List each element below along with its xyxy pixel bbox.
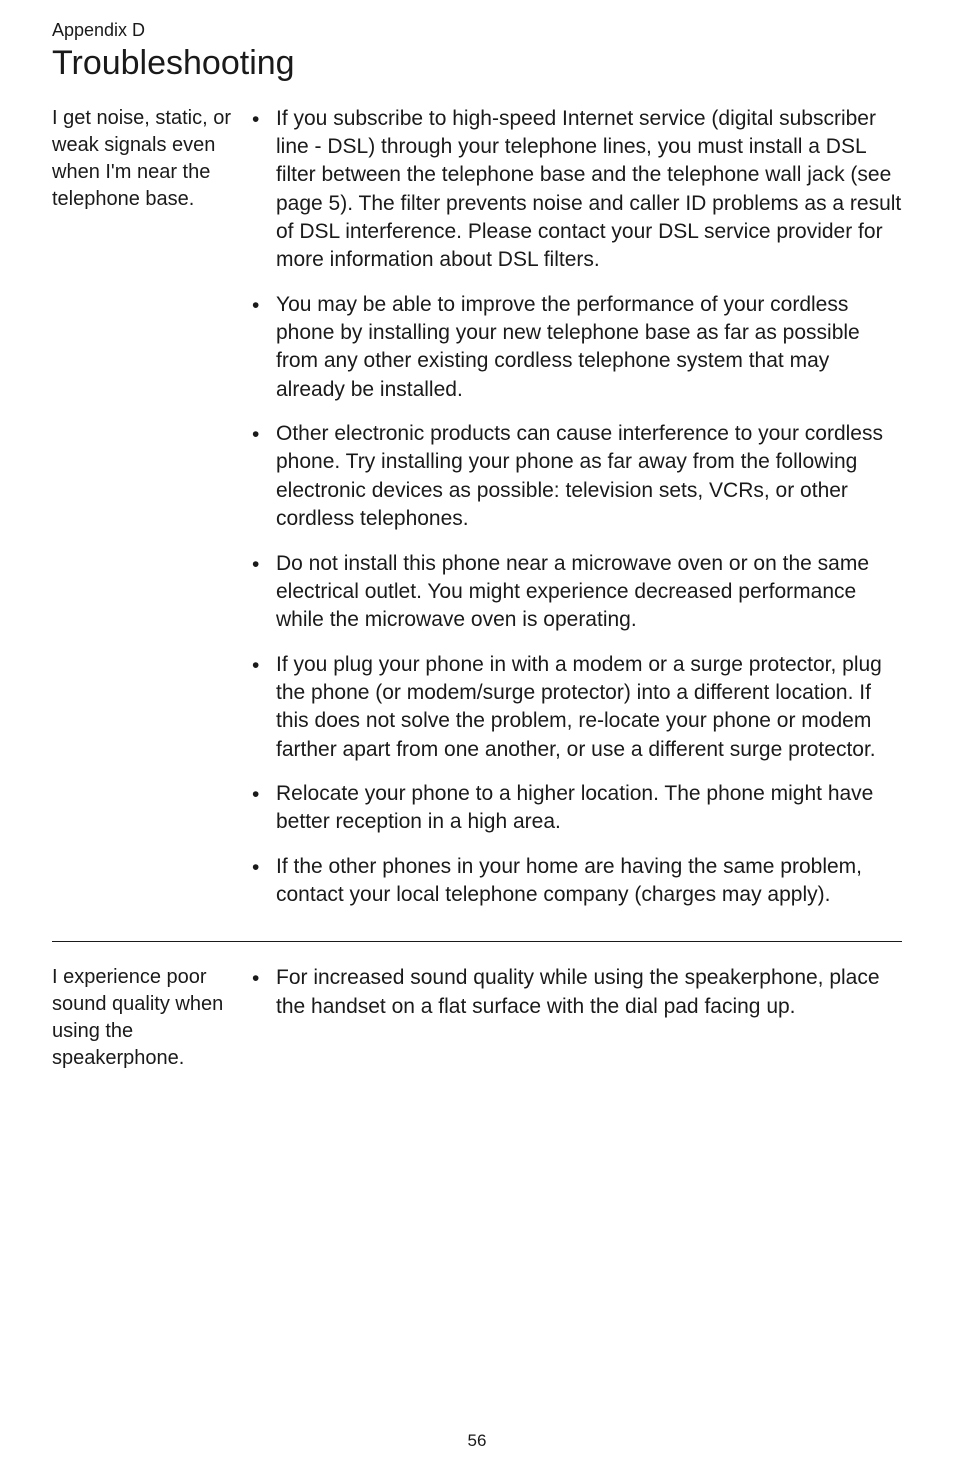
solution-column: •For increased sound quality while using…	[252, 964, 902, 1037]
page-number: 56	[0, 1431, 954, 1451]
list-item: •If the other phones in your home are ha…	[252, 853, 902, 910]
list-item: •Do not install this phone near a microw…	[252, 550, 902, 635]
page: Appendix D Troubleshooting I get noise, …	[0, 0, 954, 1475]
solution-text: For increased sound quality while using …	[276, 964, 902, 1021]
problem-text: I get noise, static, or weak signals eve…	[52, 105, 234, 213]
list-item: •You may be able to improve the performa…	[252, 291, 902, 404]
page-title: Troubleshooting	[52, 44, 902, 83]
list-item: •Relocate your phone to a higher locatio…	[252, 780, 902, 837]
solution-text: You may be able to improve the performan…	[276, 291, 902, 404]
problem-column: I get noise, static, or weak signals eve…	[52, 105, 252, 213]
troubleshoot-row: I experience poor sound quality when usi…	[52, 964, 902, 1072]
bullet-icon: •	[252, 105, 276, 134]
solution-text: If the other phones in your home are hav…	[276, 853, 902, 910]
bullet-icon: •	[252, 291, 276, 320]
list-item: •If you plug your phone in with a modem …	[252, 651, 902, 764]
solution-list: •For increased sound quality while using…	[252, 964, 902, 1021]
section-divider	[52, 941, 902, 942]
problem-column: I experience poor sound quality when usi…	[52, 964, 252, 1072]
solution-text: Do not install this phone near a microwa…	[276, 550, 902, 635]
solution-text: If you subscribe to high-speed Internet …	[276, 105, 902, 275]
bullet-icon: •	[252, 780, 276, 809]
bullet-icon: •	[252, 651, 276, 680]
bullet-icon: •	[252, 964, 276, 993]
bullet-icon: •	[252, 550, 276, 579]
list-item: •If you subscribe to high-speed Internet…	[252, 105, 902, 275]
solution-text: Relocate your phone to a higher location…	[276, 780, 902, 837]
solution-list: •If you subscribe to high-speed Internet…	[252, 105, 902, 910]
troubleshoot-row: I get noise, static, or weak signals eve…	[52, 105, 902, 926]
bullet-icon: •	[252, 853, 276, 882]
list-item: •For increased sound quality while using…	[252, 964, 902, 1021]
solution-column: •If you subscribe to high-speed Internet…	[252, 105, 902, 926]
appendix-label: Appendix D	[52, 20, 902, 42]
bullet-icon: •	[252, 420, 276, 449]
solution-text: Other electronic products can cause inte…	[276, 420, 902, 533]
list-item: •Other electronic products can cause int…	[252, 420, 902, 533]
problem-text: I experience poor sound quality when usi…	[52, 964, 234, 1072]
solution-text: If you plug your phone in with a modem o…	[276, 651, 902, 764]
